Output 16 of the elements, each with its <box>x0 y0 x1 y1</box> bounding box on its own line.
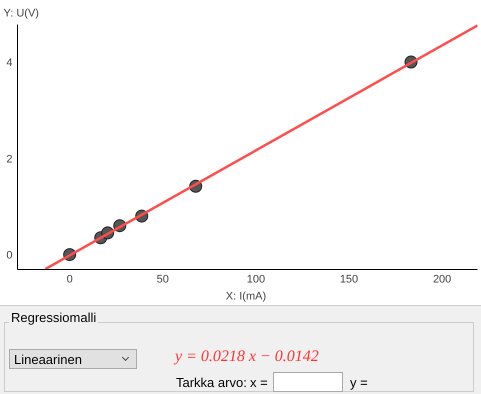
x-tick-label: 150 <box>340 274 358 286</box>
text: Lineaarinen <box>9 349 137 369</box>
y-tick-label: 2 <box>6 153 13 166</box>
x-axis-title: X: I(mA) <box>226 290 266 302</box>
y-tick-label: 0 <box>6 250 13 262</box>
x-tick-label: 200 <box>432 274 452 286</box>
text: x = <box>250 374 268 392</box>
chart-title: Y: U(V) <box>4 8 39 20</box>
text: y = <box>350 374 368 392</box>
text: Regressiomalli <box>9 309 98 328</box>
x-tick-label: 0 <box>66 274 73 286</box>
text: Tarkka arvo: <box>176 374 247 392</box>
text: y = 0.0218 x − 0.0142 <box>175 347 319 367</box>
x-tick-label: 100 <box>246 274 266 286</box>
x-tick-label: 50 <box>156 274 169 286</box>
y-tick-label: 4 <box>6 57 13 70</box>
